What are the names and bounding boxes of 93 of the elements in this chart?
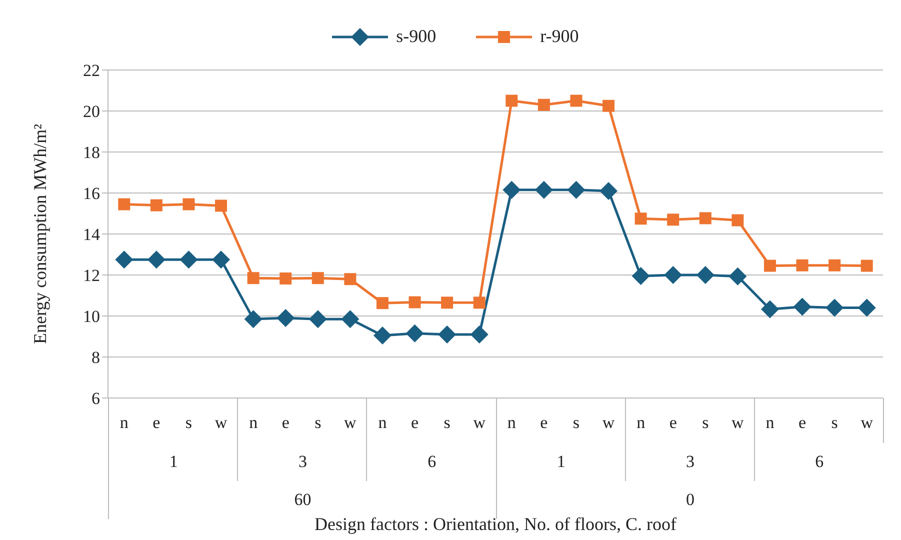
text: 1 (496, 443, 626, 481)
point (534, 180, 553, 199)
point (764, 260, 776, 272)
x-tick-label: e (410, 413, 419, 432)
x-tick-label: s (831, 413, 838, 432)
point (858, 298, 876, 317)
point (570, 94, 582, 107)
point (602, 100, 615, 112)
point (376, 297, 388, 310)
point (341, 310, 360, 328)
y-axis-title: Energy consumption MWh/m² (30, 124, 50, 344)
point (796, 259, 808, 272)
point (506, 94, 518, 107)
x-tick-label: s (702, 413, 709, 432)
text: 60 (294, 490, 312, 509)
point (760, 300, 779, 318)
text: 6 (366, 443, 496, 481)
y-tick-label: 18 (83, 143, 100, 162)
point (276, 309, 295, 328)
point (215, 200, 228, 212)
point (502, 180, 521, 199)
y-tick-label: 10 (83, 307, 100, 326)
point (212, 250, 230, 269)
x-axis-title: Design factors : Orientation, No. of floors, C. roof (314, 514, 676, 534)
x-tick-label: w (473, 413, 486, 432)
point (373, 326, 392, 344)
point (634, 212, 647, 225)
x-tick-label: n (766, 413, 775, 432)
point (438, 325, 456, 344)
text: 6 (754, 443, 884, 481)
point (312, 272, 324, 284)
point (538, 98, 550, 111)
x-tick-label: w (732, 413, 745, 432)
text: 0 (686, 490, 694, 509)
x-tick-label: e (798, 413, 806, 432)
point (441, 296, 454, 309)
point (793, 298, 812, 316)
y-tick-label: 8 (92, 348, 100, 368)
point (147, 250, 166, 269)
y-tick-label: 14 (83, 225, 100, 244)
x-tick-label: s (572, 413, 580, 432)
point (344, 273, 356, 286)
x-tick-label: e (152, 413, 160, 432)
y-tick-label: 20 (83, 102, 100, 122)
x-tick-label: n (249, 413, 258, 432)
point (280, 272, 292, 284)
x-tick-label: s (314, 413, 322, 432)
x-tick-label: w (860, 413, 874, 432)
text: 3 (237, 443, 368, 481)
x-tick-label: e (282, 413, 290, 432)
point (150, 199, 162, 212)
x-tick-label: n (636, 413, 646, 432)
point (406, 324, 424, 342)
point (182, 198, 195, 210)
point (826, 298, 844, 317)
x-tick-label: e (540, 413, 548, 432)
point (632, 267, 650, 286)
point (247, 272, 260, 284)
point (180, 250, 198, 269)
x-tick-label: n (378, 413, 388, 432)
x-tick-label: n (507, 413, 516, 432)
point (473, 296, 486, 309)
x-tick-label: w (344, 413, 358, 432)
point (118, 198, 130, 210)
y-tick-label: 22 (83, 61, 100, 80)
point (567, 180, 586, 199)
point (115, 250, 134, 269)
y-tick-label: 16 (83, 184, 100, 204)
x-tick-label: e (669, 413, 677, 432)
point (728, 267, 747, 286)
point (696, 266, 714, 284)
point (699, 212, 712, 224)
point (600, 182, 618, 200)
point (732, 214, 744, 226)
x-tick-label: s (444, 413, 450, 432)
legend-label: r-900 (540, 26, 579, 47)
point (408, 296, 421, 308)
x-tick-label: n (120, 413, 129, 432)
point (828, 259, 841, 272)
point (664, 266, 682, 284)
x-tick-label: w (214, 413, 228, 432)
point (667, 214, 680, 226)
legend-label: s-900 (396, 26, 436, 47)
point (244, 310, 262, 328)
point (860, 260, 873, 272)
text: 3 (624, 443, 755, 481)
text: 1 (108, 443, 238, 481)
y-tick-label: 6 (92, 389, 100, 408)
x-tick-label: w (602, 413, 616, 432)
y-tick-label: 12 (83, 266, 100, 286)
point (470, 325, 488, 344)
point (308, 310, 327, 328)
x-tick-label: s (185, 413, 192, 432)
